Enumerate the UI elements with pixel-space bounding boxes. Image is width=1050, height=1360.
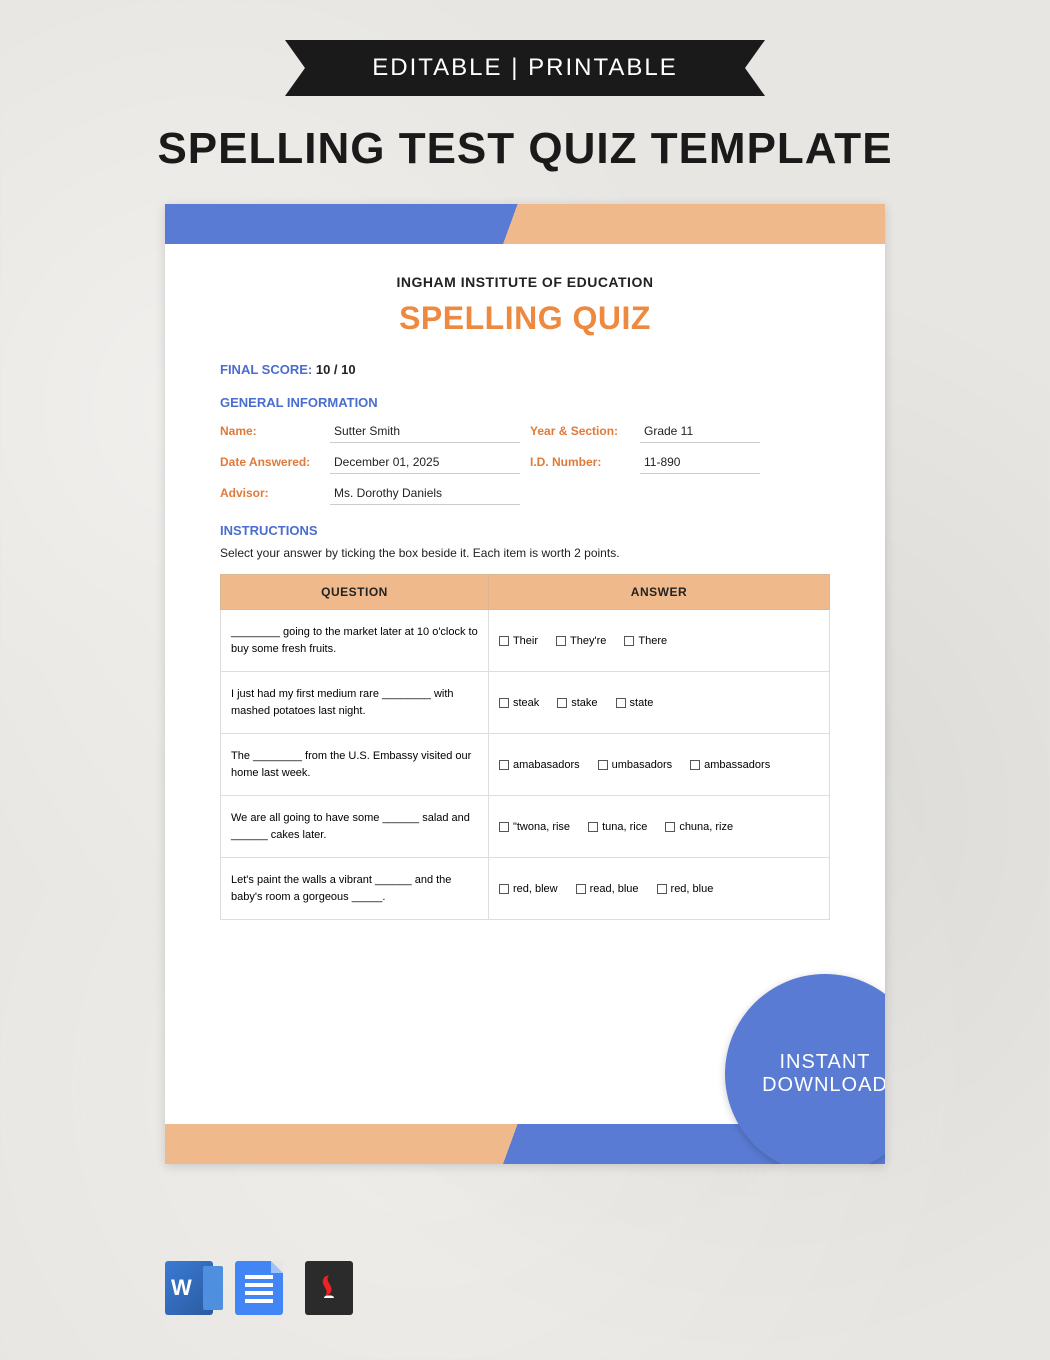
checkbox-icon[interactable] <box>624 636 634 646</box>
pdf-icon[interactable] <box>305 1261 353 1315</box>
file-format-icons <box>165 1261 353 1315</box>
final-score: FINAL SCORE: 10 / 10 <box>220 362 830 377</box>
checkbox-icon[interactable] <box>690 760 700 770</box>
question-cell: We are all going to have some ______ sal… <box>221 796 489 858</box>
table-row: ________ going to the market later at 10… <box>221 610 830 672</box>
score-value: 10 / 10 <box>316 362 356 377</box>
checkbox-icon[interactable] <box>598 760 608 770</box>
answer-cell: Their They're There <box>488 610 829 672</box>
answer-option[interactable]: stake <box>557 697 597 709</box>
option-label: They're <box>570 635 606 647</box>
info-grid: Name: Sutter Smith Year & Section: Grade… <box>220 418 830 505</box>
ribbon-banner: EDITABLE | PRINTABLE <box>305 40 745 96</box>
checkbox-icon[interactable] <box>499 636 509 646</box>
answer-option[interactable]: steak <box>499 697 539 709</box>
table-row: We are all going to have some ______ sal… <box>221 796 830 858</box>
answer-option[interactable]: umbasadors <box>598 759 673 771</box>
section-general-info: GENERAL INFORMATION <box>220 395 830 410</box>
answer-option[interactable]: state <box>616 697 654 709</box>
instant-download-badge[interactable]: INSTANT DOWNLOAD <box>725 974 885 1164</box>
answer-option[interactable]: Their <box>499 635 538 647</box>
checkbox-icon[interactable] <box>499 698 509 708</box>
table-row: I just had my first medium rare ________… <box>221 672 830 734</box>
score-label: FINAL SCORE: <box>220 362 312 377</box>
option-label: state <box>630 697 654 709</box>
answer-option[interactable]: red, blue <box>657 883 714 895</box>
quiz-title: SPELLING QUIZ <box>220 300 830 337</box>
checkbox-icon[interactable] <box>499 760 509 770</box>
th-answer: ANSWER <box>488 575 829 610</box>
answer-option[interactable]: read, blue <box>576 883 639 895</box>
word-icon[interactable] <box>165 1261 213 1315</box>
question-cell: ________ going to the market later at 10… <box>221 610 489 672</box>
answer-option[interactable]: tuna, rice <box>588 821 647 833</box>
quiz-table: QUESTION ANSWER ________ going to the ma… <box>220 574 830 920</box>
option-label: red, blue <box>671 883 714 895</box>
answer-option[interactable]: "twona, rise <box>499 821 570 833</box>
answer-option[interactable]: amabasadors <box>499 759 580 771</box>
checkbox-icon[interactable] <box>657 884 667 894</box>
answer-option[interactable]: They're <box>556 635 606 647</box>
answer-cell: amabasadors umbasadors ambassadors <box>488 734 829 796</box>
checkbox-icon[interactable] <box>588 822 598 832</box>
answer-cell: red, blew read, blue red, blue <box>488 858 829 920</box>
option-label: steak <box>513 697 539 709</box>
info-year-value: Grade 11 <box>640 418 760 443</box>
google-docs-icon[interactable] <box>235 1261 283 1315</box>
checkbox-icon[interactable] <box>557 698 567 708</box>
option-label: "twona, rise <box>513 821 570 833</box>
info-advisor-value: Ms. Dorothy Daniels <box>330 480 520 505</box>
section-instructions: INSTRUCTIONS <box>220 523 830 538</box>
info-date-value: December 01, 2025 <box>330 449 520 474</box>
ribbon-text: EDITABLE | PRINTABLE <box>372 54 677 82</box>
page-title: SPELLING TEST QUIZ TEMPLATE <box>0 124 1050 174</box>
option-label: ambassadors <box>704 759 770 771</box>
option-label: red, blew <box>513 883 558 895</box>
instructions-text: Select your answer by ticking the box be… <box>220 546 830 560</box>
checkbox-icon[interactable] <box>499 884 509 894</box>
checkbox-icon[interactable] <box>576 884 586 894</box>
info-date-label: Date Answered: <box>220 449 320 474</box>
answer-option[interactable]: ambassadors <box>690 759 770 771</box>
question-cell: Let's paint the walls a vibrant ______ a… <box>221 858 489 920</box>
info-id-value: 11-890 <box>640 449 760 474</box>
checkbox-icon[interactable] <box>616 698 626 708</box>
option-label: chuna, rize <box>679 821 733 833</box>
question-cell: The ________ from the U.S. Embassy visit… <box>221 734 489 796</box>
th-question: QUESTION <box>221 575 489 610</box>
checkbox-icon[interactable] <box>499 822 509 832</box>
table-row: The ________ from the U.S. Embassy visit… <box>221 734 830 796</box>
checkbox-icon[interactable] <box>556 636 566 646</box>
doc-header-stripe <box>165 204 885 244</box>
answer-option[interactable]: red, blew <box>499 883 558 895</box>
option-label: Their <box>513 635 538 647</box>
info-id-label: I.D. Number: <box>530 449 630 474</box>
checkbox-icon[interactable] <box>665 822 675 832</box>
option-label: There <box>638 635 667 647</box>
info-name-value: Sutter Smith <box>330 418 520 443</box>
answer-option[interactable]: There <box>624 635 667 647</box>
badge-line2: DOWNLOAD <box>762 1074 885 1097</box>
badge-line1: INSTANT <box>779 1051 870 1074</box>
answer-cell: steak stake state <box>488 672 829 734</box>
info-advisor-label: Advisor: <box>220 480 320 505</box>
info-name-label: Name: <box>220 418 320 443</box>
institution-name: INGHAM INSTITUTE OF EDUCATION <box>220 274 830 290</box>
question-cell: I just had my first medium rare ________… <box>221 672 489 734</box>
option-label: stake <box>571 697 597 709</box>
document-preview: INGHAM INSTITUTE OF EDUCATION SPELLING Q… <box>165 204 885 1164</box>
option-label: amabasadors <box>513 759 580 771</box>
option-label: tuna, rice <box>602 821 647 833</box>
info-year-label: Year & Section: <box>530 418 630 443</box>
option-label: umbasadors <box>612 759 673 771</box>
answer-cell: "twona, rise tuna, rice chuna, rize <box>488 796 829 858</box>
table-row: Let's paint the walls a vibrant ______ a… <box>221 858 830 920</box>
option-label: read, blue <box>590 883 639 895</box>
answer-option[interactable]: chuna, rize <box>665 821 733 833</box>
